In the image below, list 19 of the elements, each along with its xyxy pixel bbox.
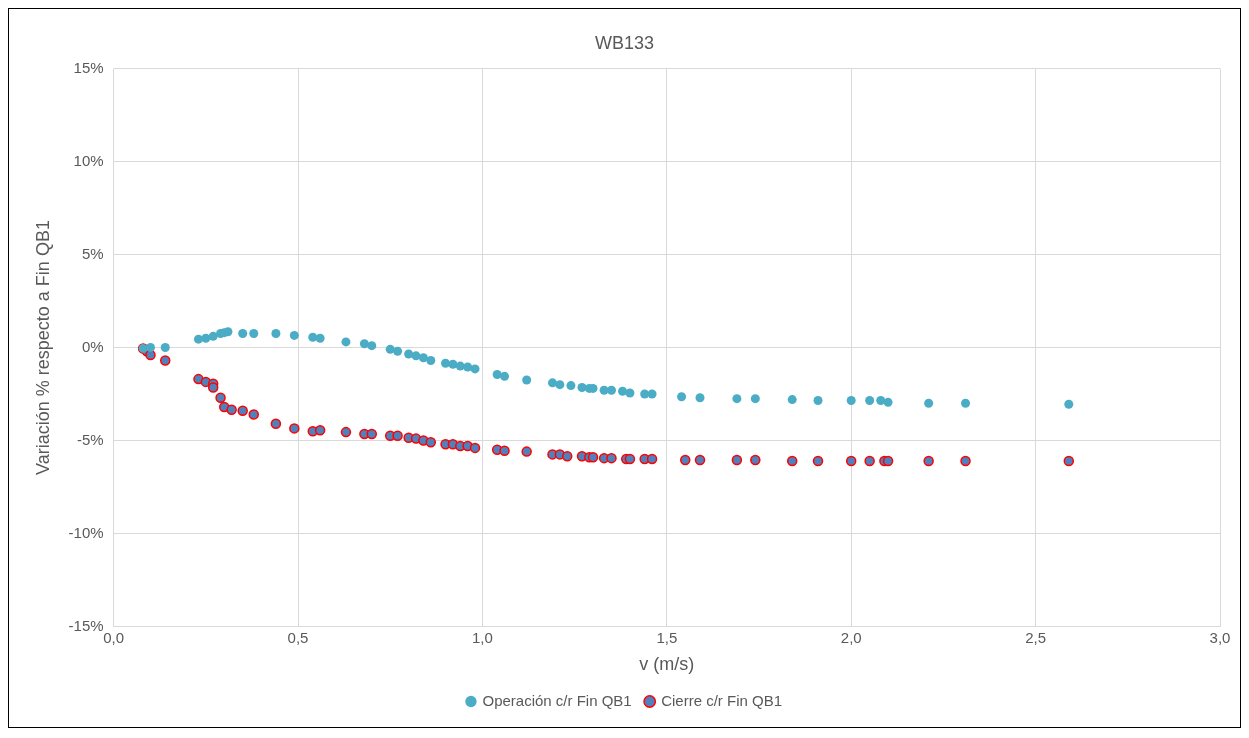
x-tick-label: 2,0 <box>840 628 862 646</box>
y-tick-label: 5% <box>81 244 104 262</box>
x-tick-label: 2,5 <box>1025 628 1047 646</box>
chart-title: WB133 <box>594 32 655 53</box>
x-axis-title: v (m/s) <box>639 654 695 675</box>
x-tick-label: 0,5 <box>287 628 309 646</box>
x-tick-label: 0,0 <box>103 628 125 646</box>
legend-label: Cierre c/r Fin QB1 <box>661 691 783 709</box>
y-tick-label: -10% <box>68 523 104 541</box>
y-axis-title: Variación % respecto a Fin QB1 <box>32 220 53 475</box>
y-tick-label: -15% <box>68 616 104 634</box>
y-tick-label: 0% <box>81 337 104 355</box>
y-tick-label: -5% <box>76 430 104 448</box>
y-tick-label: 10% <box>73 151 104 169</box>
x-tick-label: 1,5 <box>656 628 678 646</box>
legend-label: Operación c/r Fin QB1 <box>482 691 632 709</box>
x-tick-label: 1,0 <box>471 628 493 646</box>
x-tick-label: 3,0 <box>1209 628 1231 646</box>
y-tick-label: 15% <box>73 58 104 76</box>
